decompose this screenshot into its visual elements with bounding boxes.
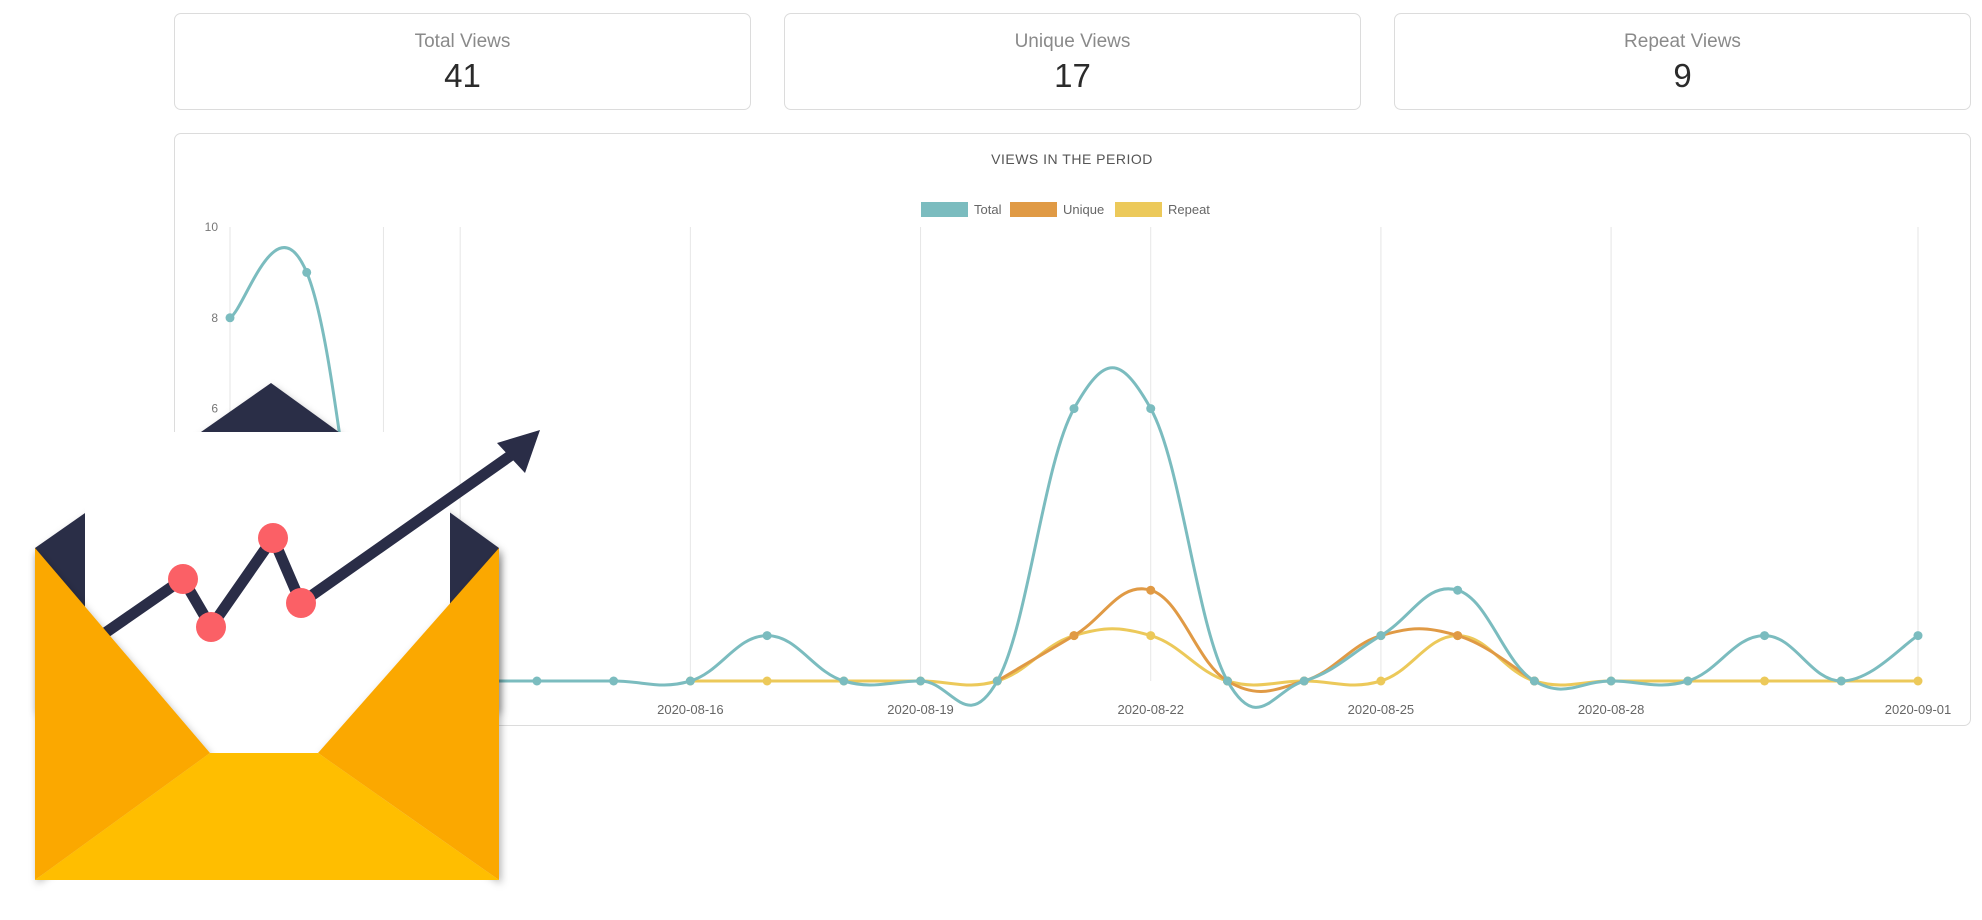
data-point-total[interactable]	[1069, 404, 1079, 414]
unique-views-value: 17	[1054, 57, 1091, 94]
total-views-card: Total Views 41	[174, 13, 751, 110]
data-point-total[interactable]	[1606, 676, 1616, 686]
chart-point-icon	[168, 564, 198, 594]
legend-swatch	[1010, 202, 1057, 217]
data-point-total[interactable]	[1683, 676, 1693, 686]
y-tick-label: 10	[205, 220, 219, 234]
repeat-views-card: Repeat Views 9	[1394, 13, 1971, 110]
data-point-repeat[interactable]	[1146, 631, 1156, 641]
x-tick-label: 2020-09-01	[1885, 702, 1952, 717]
x-tick-label: 2020-08-22	[1117, 702, 1184, 717]
chart-point-icon	[196, 612, 226, 642]
data-point-total[interactable]	[839, 676, 849, 686]
data-point-total[interactable]	[1529, 676, 1539, 686]
data-point-total[interactable]	[302, 267, 312, 277]
data-point-total[interactable]	[992, 676, 1002, 686]
data-point-total[interactable]	[1913, 631, 1923, 641]
x-tick-label: 2020-08-28	[1578, 702, 1645, 717]
repeat-views-value: 9	[1673, 57, 1692, 94]
data-point-total[interactable]	[1836, 676, 1846, 686]
data-point-repeat[interactable]	[762, 676, 772, 686]
data-point-total[interactable]	[1299, 676, 1309, 686]
x-tick-label: 2020-08-25	[1348, 702, 1415, 717]
data-point-total[interactable]	[1376, 631, 1386, 641]
unique-views-label: Unique Views	[1014, 31, 1131, 52]
total-views-label: Total Views	[414, 31, 511, 52]
chart-title: VIEWS IN THE PERIOD	[991, 151, 1153, 167]
data-point-total[interactable]	[225, 313, 235, 323]
data-point-repeat[interactable]	[1760, 676, 1770, 686]
trend-line-icon	[91, 444, 524, 645]
data-point-total[interactable]	[916, 676, 926, 686]
arrow-up-icon	[497, 430, 540, 473]
data-point-total[interactable]	[1760, 631, 1770, 641]
data-point-total[interactable]	[1453, 585, 1463, 595]
data-point-unique[interactable]	[1069, 631, 1079, 641]
unique-views-card: Unique Views 17	[784, 13, 1361, 110]
data-point-unique[interactable]	[1453, 631, 1463, 641]
data-point-total[interactable]	[532, 676, 542, 686]
data-point-total[interactable]	[609, 676, 619, 686]
total-views-value: 41	[444, 57, 481, 94]
chart-point-icon	[286, 588, 316, 618]
envelope-icon	[35, 383, 540, 880]
legend-label: Unique	[1063, 202, 1104, 217]
legend-swatch	[921, 202, 968, 217]
data-point-unique[interactable]	[1146, 585, 1156, 595]
legend-swatch	[1115, 202, 1162, 217]
y-tick-label: 6	[211, 402, 218, 416]
chart-point-icon	[258, 523, 288, 553]
data-point-total[interactable]	[762, 631, 772, 641]
series-line-unique	[996, 587, 1536, 693]
legend-label: Repeat	[1168, 202, 1210, 217]
y-tick-label: 8	[211, 311, 218, 325]
data-point-repeat[interactable]	[1376, 676, 1386, 686]
data-point-total[interactable]	[1222, 676, 1232, 686]
data-point-total[interactable]	[1146, 404, 1156, 414]
x-tick-label: 2020-08-19	[887, 702, 954, 717]
data-point-repeat[interactable]	[1913, 676, 1923, 686]
data-point-total[interactable]	[685, 676, 695, 686]
legend-label: Total	[974, 202, 1002, 217]
x-tick-label: 2020-08-16	[657, 702, 724, 717]
repeat-views-label: Repeat Views	[1624, 31, 1741, 52]
